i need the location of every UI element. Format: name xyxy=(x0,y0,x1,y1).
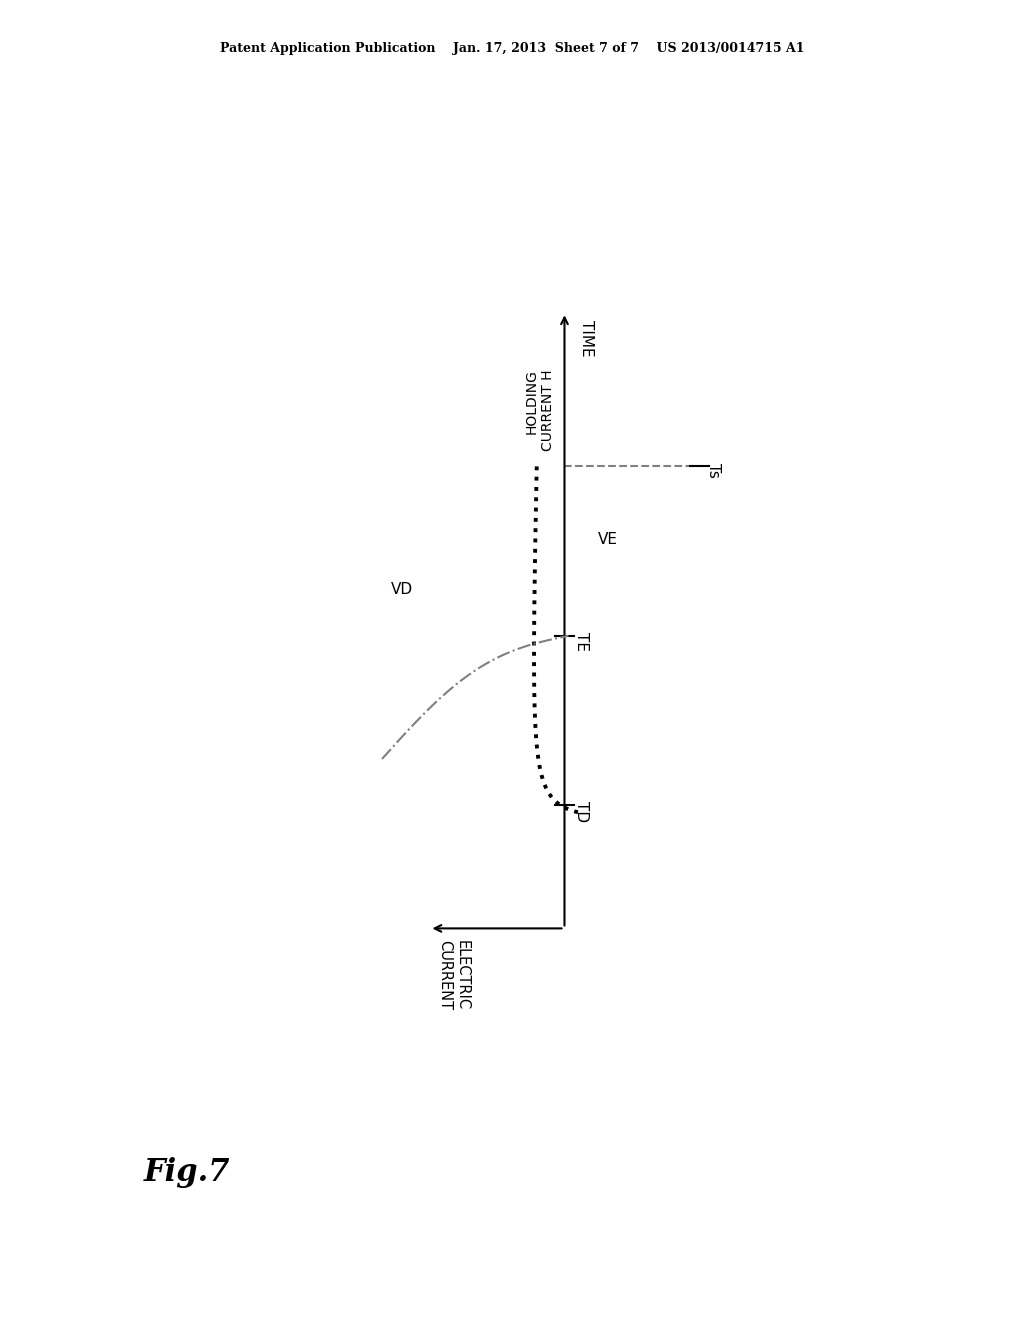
Text: TIME: TIME xyxy=(579,321,594,356)
Text: TE: TE xyxy=(574,632,589,651)
Text: TD: TD xyxy=(574,801,589,822)
Text: ELECTRIC
CURRENT: ELECTRIC CURRENT xyxy=(437,940,470,1010)
Text: HOLDING
CURRENT H: HOLDING CURRENT H xyxy=(524,370,555,451)
Text: Fig.7: Fig.7 xyxy=(143,1158,229,1188)
Text: VD: VD xyxy=(391,582,413,597)
Text: Ts: Ts xyxy=(706,462,721,478)
Text: Patent Application Publication    Jan. 17, 2013  Sheet 7 of 7    US 2013/0014715: Patent Application Publication Jan. 17, … xyxy=(220,42,804,55)
Text: VE: VE xyxy=(598,532,618,546)
